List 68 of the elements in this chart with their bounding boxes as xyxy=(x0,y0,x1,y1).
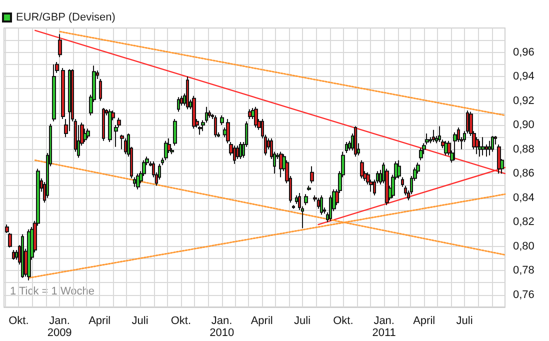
candlestick xyxy=(320,194,323,216)
candlestick xyxy=(86,128,90,139)
candlestick xyxy=(478,140,482,158)
candlestick xyxy=(226,118,230,144)
x-tick-label: Okt. xyxy=(170,315,192,327)
y-tick-label: 0,80 xyxy=(513,240,534,252)
candlestick xyxy=(173,118,177,146)
candlestick xyxy=(397,160,401,179)
candlestick xyxy=(233,145,236,164)
x-tick-label: April xyxy=(250,315,273,327)
candlestick xyxy=(186,76,189,110)
x-tick-label: Juli xyxy=(132,315,148,327)
x-tick-label: April xyxy=(88,315,111,327)
x-tick-label: Juli xyxy=(456,315,473,327)
candlestick xyxy=(304,194,308,206)
candlestick xyxy=(345,142,348,154)
candlestick xyxy=(99,78,102,102)
candlestick xyxy=(108,108,112,143)
candlestick xyxy=(136,173,140,190)
candlestick xyxy=(497,144,501,174)
candlestick xyxy=(236,145,239,160)
y-tick-label: 0,82 xyxy=(513,216,534,228)
x-tick-label: Jan. 2011 xyxy=(372,315,396,339)
y-tick-label: 0,76 xyxy=(513,288,534,301)
candlestick xyxy=(124,138,127,155)
candlestick xyxy=(120,134,124,150)
candlestick xyxy=(192,95,196,130)
candlestick xyxy=(52,64,56,122)
candlestick xyxy=(208,110,211,118)
candlestick xyxy=(58,34,62,58)
candlestick xyxy=(425,133,429,145)
candlestick xyxy=(214,114,217,138)
y-tick-label: 0,94 xyxy=(513,70,534,83)
x-tick-label: Okt. xyxy=(333,315,354,327)
candlestick xyxy=(102,108,105,142)
candlestick xyxy=(481,136,485,156)
x-tick-label: April xyxy=(413,315,436,327)
x-tick-label: Okt. xyxy=(8,315,29,327)
legend-label: EUR/GBP (Devisen) xyxy=(16,12,116,24)
candlestick xyxy=(21,234,24,278)
x-tick-label: Juli xyxy=(294,315,311,327)
candlestick xyxy=(491,135,494,152)
x-tick-label: Jan. 2009 xyxy=(47,315,72,339)
y-tick-label: 0,84 xyxy=(513,192,534,204)
candlestick xyxy=(177,96,180,112)
candlestick xyxy=(15,249,18,260)
candlestick xyxy=(307,185,311,192)
candlestick xyxy=(432,129,435,143)
candlestick xyxy=(254,106,258,128)
candlestick xyxy=(133,176,136,188)
candlestick xyxy=(12,249,15,260)
y-tick-label: 0,92 xyxy=(513,94,534,107)
candlestick xyxy=(61,68,65,120)
candlestick xyxy=(401,176,404,188)
candlestick xyxy=(488,140,491,156)
candlestick xyxy=(354,126,357,158)
x-tick-label: Jan. 2010 xyxy=(210,315,234,339)
y-tick-label: 0,96 xyxy=(513,46,534,58)
y-tick-label: 0,78 xyxy=(513,264,534,277)
y-tick-label: 0,90 xyxy=(513,119,534,132)
candlestick xyxy=(239,142,242,160)
candlestick xyxy=(164,140,168,161)
candlestick xyxy=(360,160,364,179)
candlestick xyxy=(220,114,224,126)
candlestick xyxy=(453,132,457,161)
y-tick-label: 0,88 xyxy=(513,143,534,156)
candlestick xyxy=(310,166,314,184)
y-tick-label: 0,86 xyxy=(513,168,534,180)
